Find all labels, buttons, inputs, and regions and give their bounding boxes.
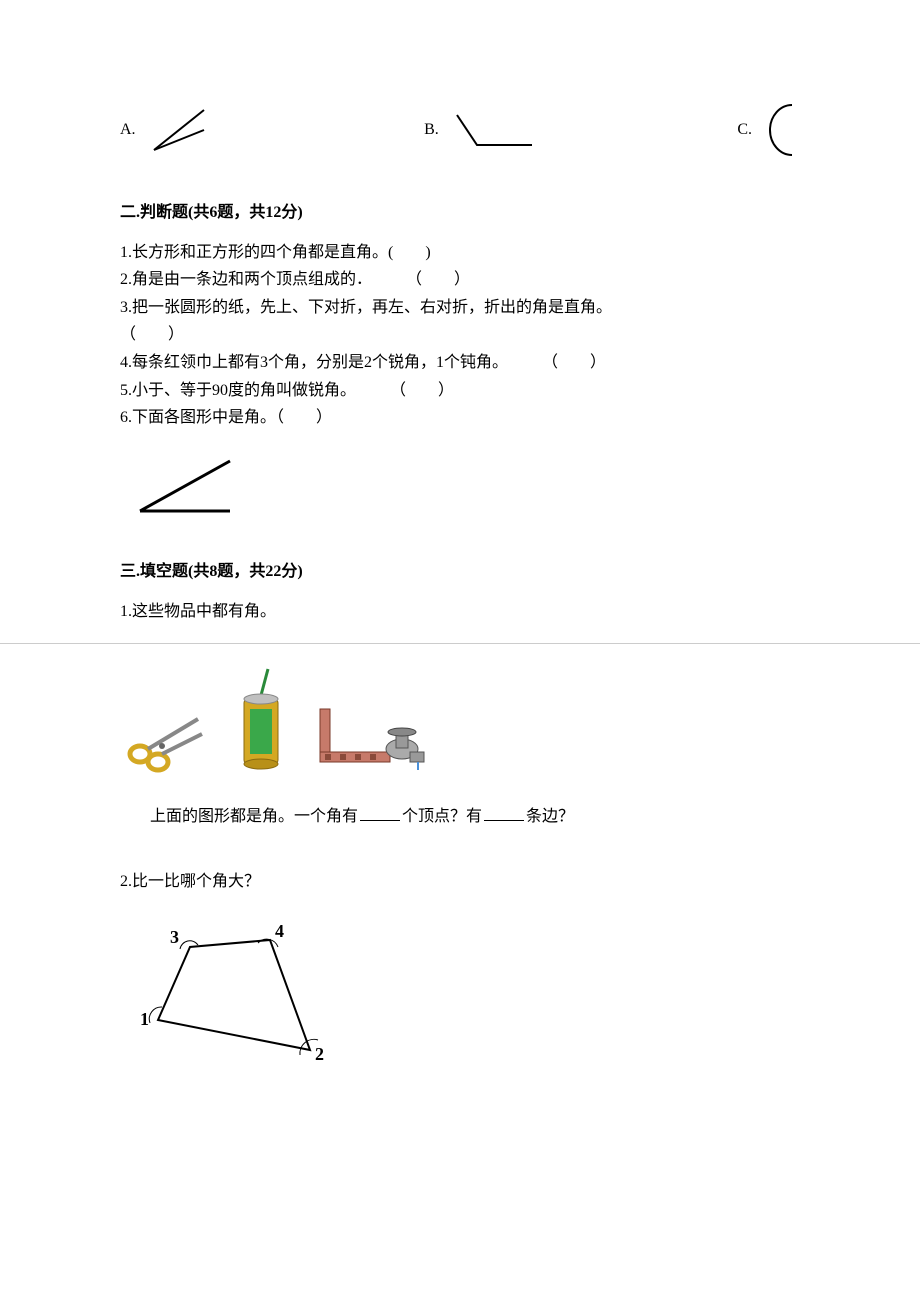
s2-q3-paren: （ ） [120, 322, 800, 348]
option-a-label: A. [120, 117, 136, 143]
can-icon [230, 664, 290, 774]
s3-q1-fill-pre: 上面的图形都是角。一个角有 [150, 808, 358, 825]
s3-q1-fill: 上面的图形都是角。一个角有 个顶点？有 条边？ [150, 804, 800, 830]
options-row: A. B. C. [120, 100, 800, 160]
s2-q2-text: 2.角是由一条边和两个顶点组成的． [120, 271, 372, 288]
option-b-figure [447, 105, 537, 155]
s2-q4-text: 4.每条红领巾上都有3个角，分别是2个锐角，1个钝角。 [120, 354, 508, 371]
quad-label-1: 1 [140, 1009, 149, 1029]
s3-q2: 2.比一比哪个角大？ [120, 869, 800, 895]
quad-label-3: 3 [170, 927, 179, 947]
option-a: A. [120, 100, 224, 160]
quad-label-2: 2 [315, 1044, 324, 1064]
quadrilateral-figure: 1 2 3 4 [130, 915, 800, 1084]
option-b: B. [424, 105, 537, 155]
section3-title: 三.填空题(共8题，共22分) [120, 559, 800, 585]
option-c-label: C. [737, 117, 752, 143]
s2-q5-text: 5.小于、等于90度的角叫做锐角。 [120, 382, 356, 399]
s2-q2-paren: （ ） [406, 271, 470, 288]
option-b-label: B. [424, 117, 439, 143]
s2-q5-paren: （ ） [390, 382, 454, 399]
option-c: C. [737, 100, 800, 160]
s2-q3: 3.把一张圆形的纸，先上、下对折，再左、右对折，折出的角是直角。 [120, 295, 800, 321]
scissors-icon [120, 704, 210, 774]
s2-q6-figure [130, 451, 800, 530]
s3-q1: 1.这些物品中都有角。 [120, 599, 800, 625]
option-a-figure [144, 100, 224, 160]
s2-q1: 1.长方形和正方形的四个角都是直角。( ) [120, 240, 800, 266]
s3-q1-fill-mid: 个顶点？有 [402, 808, 482, 825]
faucet-icon [310, 694, 430, 774]
s3-q1-fill-post: 条边？ [526, 808, 574, 825]
s2-q4: 4.每条红领巾上都有3个角，分别是2个锐角，1个钝角。 （ ） [120, 350, 800, 376]
quad-label-4: 4 [275, 921, 284, 941]
s2-q5: 5.小于、等于90度的角叫做锐角。 （ ） [120, 378, 800, 404]
section2-title: 二.判断题(共6题，共12分) [120, 200, 800, 226]
option-c-figure [760, 100, 800, 160]
objects-row [120, 664, 800, 774]
s2-q4-paren: （ ） [542, 354, 606, 371]
s2-q2: 2.角是由一条边和两个顶点组成的． （ ） [120, 267, 800, 293]
s2-q6: 6.下面各图形中是角。（ ） [120, 405, 800, 431]
blank-1 [360, 805, 400, 821]
blank-2 [484, 805, 524, 821]
separator-line [0, 643, 920, 644]
